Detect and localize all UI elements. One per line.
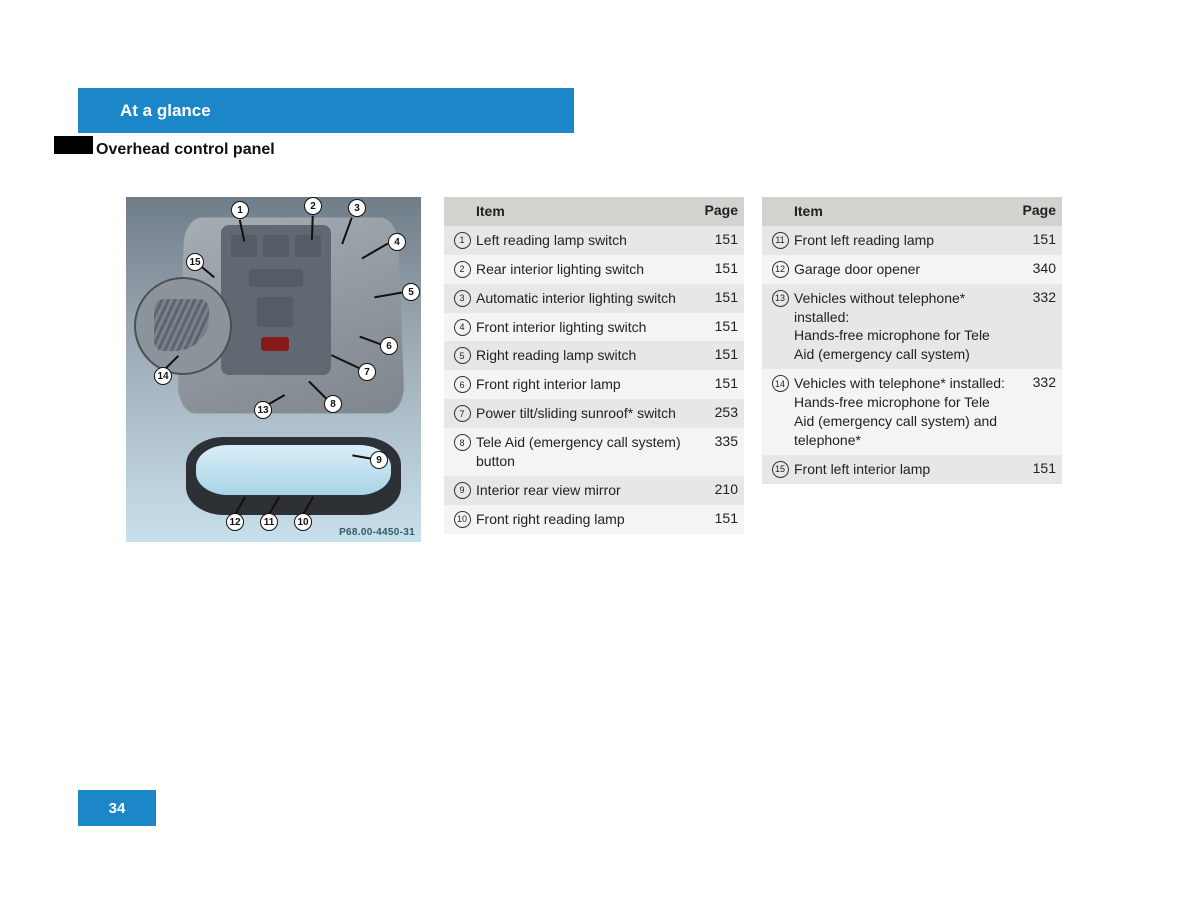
table-row: 13 Vehicles without telephone* installed:…	[762, 284, 1062, 370]
row-item-text: Garage door opener	[794, 260, 1014, 279]
row-item-text: Front left interior lamp	[794, 460, 1014, 479]
panel-button	[249, 269, 303, 287]
callout-number: 12	[226, 513, 244, 531]
row-page-ref: 151	[696, 318, 738, 334]
callout-number: 5	[402, 283, 420, 301]
table-row: 3 Automatic interior lighting switch151	[444, 284, 744, 313]
row-item-text: Front interior lighting switch	[476, 318, 696, 337]
row-page-ref: 151	[1014, 460, 1056, 476]
col-header-item: Item	[476, 202, 696, 221]
row-item-text: Automatic interior lighting switch	[476, 289, 696, 308]
row-number-badge: 15	[772, 461, 789, 478]
page-number-badge: 34	[78, 790, 156, 826]
callout-number: 9	[370, 451, 388, 469]
row-number-badge: 6	[454, 376, 471, 393]
table-header: Item Page	[444, 197, 744, 226]
table-row: 8 Tele Aid (emergency call system) button…	[444, 428, 744, 476]
callout-number: 10	[294, 513, 312, 531]
item-table-right: Item Page 11Front left reading lamp15112…	[762, 197, 1062, 484]
row-number-badge: 2	[454, 261, 471, 278]
panel-button	[257, 297, 293, 327]
callout-number: 13	[254, 401, 272, 419]
row-number-badge: 12	[772, 261, 789, 278]
row-page-ref: 340	[1014, 260, 1056, 276]
row-item-text: Tele Aid (emergency call system) button	[476, 433, 696, 471]
row-page-ref: 151	[1014, 231, 1056, 247]
callout-number: 2	[304, 197, 322, 215]
row-page-ref: 151	[696, 510, 738, 526]
table-row: 14 Vehicles with telephone* installed: Ha…	[762, 369, 1062, 455]
row-number-badge: 1	[454, 232, 471, 249]
row-number-badge: 14	[772, 375, 789, 392]
row-item-text: Vehicles without telephone* installed: H…	[794, 289, 1014, 365]
callout-number: 4	[388, 233, 406, 251]
panel-button	[263, 235, 289, 257]
side-tab	[54, 136, 93, 154]
callout-number: 7	[358, 363, 376, 381]
row-item-text: Vehicles with telephone* installed: Hand…	[794, 374, 1014, 450]
detail-inset	[134, 277, 232, 375]
row-page-ref: 332	[1014, 289, 1056, 305]
callout-number: 11	[260, 513, 278, 531]
table-row: 6 Front right interior lamp151	[444, 370, 744, 399]
table-row: 11 Front left reading lamp151	[762, 226, 1062, 255]
row-item-text: Interior rear view mirror	[476, 481, 696, 500]
center-slot	[221, 225, 331, 375]
row-number-badge: 4	[454, 319, 471, 336]
callout-number: 6	[380, 337, 398, 355]
panel-button	[295, 235, 321, 257]
item-table-left: Item Page 1Left reading lamp switch1512R…	[444, 197, 744, 534]
table-row: 12 Garage door opener340	[762, 255, 1062, 284]
row-page-ref: 151	[696, 375, 738, 391]
row-number-badge: 8	[454, 434, 471, 451]
table-row: 1 Left reading lamp switch151	[444, 226, 744, 255]
callout-number: 1	[231, 201, 249, 219]
row-page-ref: 335	[696, 433, 738, 449]
callout-number: 14	[154, 367, 172, 385]
table-row: 15 Front left interior lamp151	[762, 455, 1062, 484]
row-item-text: Front right reading lamp	[476, 510, 696, 529]
callout-number: 15	[186, 253, 204, 271]
row-number-badge: 5	[454, 347, 471, 364]
row-number-badge: 9	[454, 482, 471, 499]
section-title: At a glance	[120, 101, 211, 121]
table-header: Item Page	[762, 197, 1062, 226]
row-item-text: Right reading lamp switch	[476, 346, 696, 365]
row-item-text: Front right interior lamp	[476, 375, 696, 394]
mirror-glass	[196, 445, 391, 495]
page-subtitle: Overhead control panel	[96, 141, 275, 159]
callout-number: 8	[324, 395, 342, 413]
row-item-text: Power tilt/sliding sunroof* switch	[476, 404, 696, 423]
row-number-badge: 7	[454, 405, 471, 422]
callout-number: 3	[348, 199, 366, 217]
row-page-ref: 151	[696, 346, 738, 362]
row-page-ref: 151	[696, 231, 738, 247]
row-number-badge: 11	[772, 232, 789, 249]
row-item-text: Rear interior lighting switch	[476, 260, 696, 279]
diagram-reference-code: P68.00-4450-31	[339, 527, 415, 538]
col-header-item: Item	[794, 202, 1014, 221]
row-page-ref: 332	[1014, 374, 1056, 390]
row-page-ref: 210	[696, 481, 738, 497]
col-header-page: Page	[1014, 202, 1056, 218]
row-page-ref: 151	[696, 289, 738, 305]
row-number-badge: 10	[454, 511, 471, 528]
row-number-badge: 3	[454, 290, 471, 307]
section-header: At a glance	[78, 88, 574, 133]
row-page-ref: 253	[696, 404, 738, 420]
table-row: 10 Front right reading lamp151	[444, 505, 744, 534]
table-row: 4 Front interior lighting switch151	[444, 313, 744, 342]
col-header-page: Page	[696, 202, 738, 218]
sos-button	[261, 337, 289, 351]
table-row: 5 Right reading lamp switch151	[444, 341, 744, 370]
row-number-badge: 13	[772, 290, 789, 307]
row-item-text: Front left reading lamp	[794, 231, 1014, 250]
table-row: 7 Power tilt/sliding sunroof* switch253	[444, 399, 744, 428]
table-row: 2 Rear interior lighting switch151	[444, 255, 744, 284]
table-row: 9 Interior rear view mirror210	[444, 476, 744, 505]
row-item-text: Left reading lamp switch	[476, 231, 696, 250]
page-number: 34	[109, 800, 126, 817]
overhead-panel-diagram: 123456789101112131415 P68.00-4450-31	[126, 197, 421, 542]
row-page-ref: 151	[696, 260, 738, 276]
